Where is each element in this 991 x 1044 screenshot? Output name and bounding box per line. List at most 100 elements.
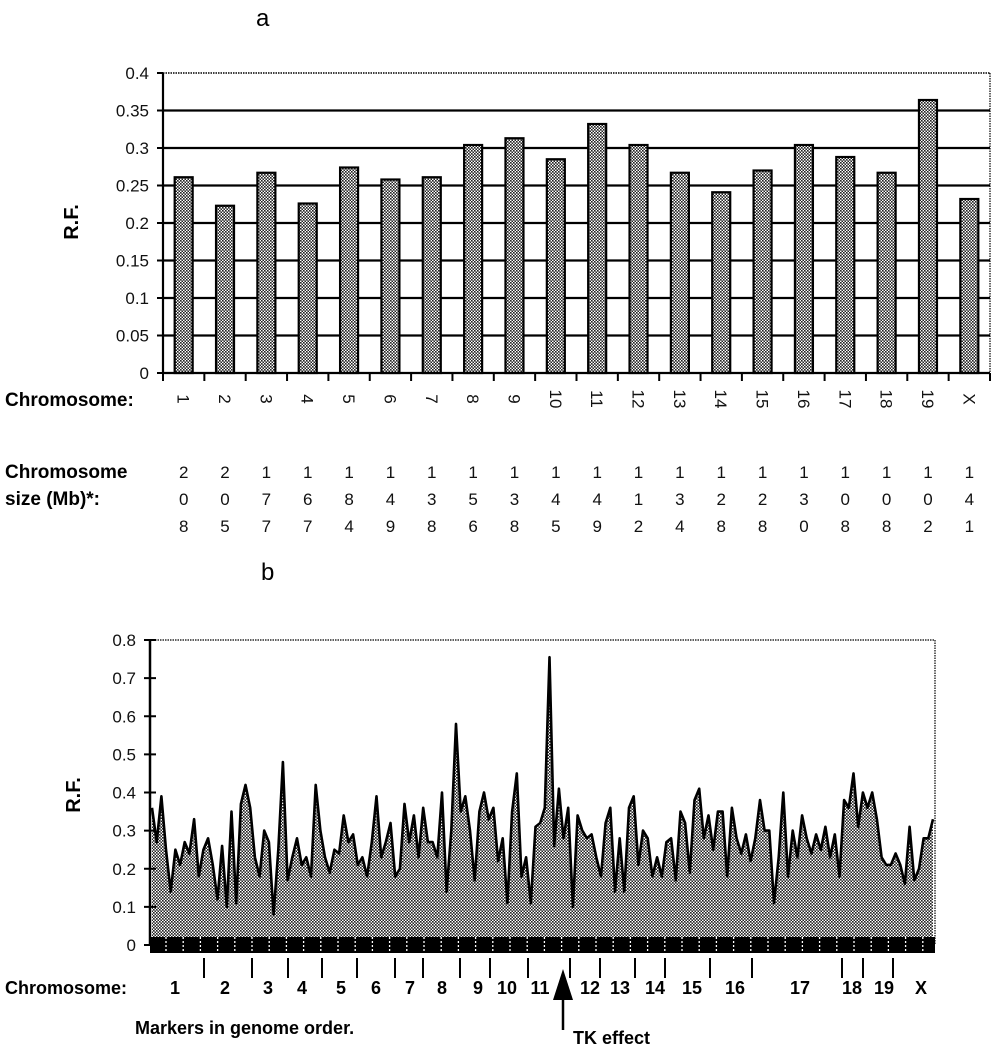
y-tick-label: 0.5 <box>112 745 136 764</box>
x-tick-label: 9 <box>504 394 523 403</box>
y-tick-label: 0.1 <box>125 289 149 308</box>
panel-label-b: b <box>261 559 274 586</box>
chromosome-label: X <box>915 978 927 998</box>
bar-12 <box>628 143 649 375</box>
y-tick-label: 0.3 <box>125 139 149 158</box>
chromosome-labels-b: 1 2 3 4 5 6 7 8 9 10 11 12 13 14 15 16 17 18 19 X <box>170 978 927 998</box>
bar-5 <box>338 166 360 375</box>
y-tick-labels-a: 0 0.05 0.1 0.15 0.2 0.25 0.3 0.35 0.4 <box>116 64 149 383</box>
bar-18 <box>876 171 897 375</box>
x-tick-label: 17 <box>835 390 854 409</box>
chromosome-label: 12 <box>580 978 600 998</box>
chromosome-label: 1 <box>170 978 180 998</box>
tk-effect-annotation: TK effect <box>573 1028 650 1044</box>
tk-effect-arrow <box>553 969 573 1030</box>
y-tick-label: 0.8 <box>112 631 136 650</box>
x-tick-label: 10 <box>546 390 565 409</box>
chromosome-axis-label-b: Chromosome: <box>5 978 127 998</box>
bar-15 <box>752 169 773 375</box>
x-tick-label: X <box>959 393 978 404</box>
chromosome-label: 17 <box>790 978 810 998</box>
bar-4 <box>297 202 318 375</box>
x-tick-label: 2 <box>215 394 234 403</box>
chromosome-label: 19 <box>874 978 894 998</box>
bar-10 <box>545 158 566 375</box>
chromosome-label: 2 <box>220 978 230 998</box>
bar-X <box>959 197 980 375</box>
y-tick-label: 0.35 <box>116 102 149 121</box>
x-tick-label: 3 <box>256 394 275 403</box>
x-axis-label-a: Chromosome: <box>5 390 134 411</box>
panel-label-a: a <box>256 5 270 32</box>
x-tick-label: 14 <box>711 390 730 409</box>
chromosome-label: 9 <box>473 978 483 998</box>
y-tick-label: 0.25 <box>116 177 149 196</box>
x-tick-label: 5 <box>339 394 358 403</box>
x-tick-label: 12 <box>629 390 648 409</box>
chart-b: b R.F. 0 0.1 0.2 0.3 0.4 0.5 0.6 0.7 0.8 Chromos… <box>5 559 936 1044</box>
bar-19 <box>917 98 939 375</box>
bar-9 <box>504 137 525 375</box>
chromosome-size-labels: 2 0 8 2 0 5 1 7 7 1 6 7 1 8 4 1 4 9 1 3 8 1 5 6 1 3 8 1 4 5 1 4 9 1 1 2 1 3 4 1… <box>179 463 974 536</box>
chromosome-label: 13 <box>610 978 630 998</box>
x-tick-label: 8 <box>463 394 482 403</box>
x-tick-label: 6 <box>380 394 399 403</box>
marker-squares <box>150 937 935 953</box>
marker-band <box>150 937 935 953</box>
series-line <box>150 655 935 916</box>
x-tick-label: 7 <box>422 394 441 403</box>
bar-6 <box>380 178 401 375</box>
chromosome-label: 14 <box>645 978 665 998</box>
x-tick-labels-a: 1 2 3 4 5 6 7 8 9 10 11 12 13 14 15 16 17 18 19 X <box>174 390 979 409</box>
bar-16 <box>793 143 815 375</box>
x-tick-label: 4 <box>298 394 317 403</box>
y-tick-labels-b: 0 0.1 0.2 0.3 0.4 0.5 0.6 0.7 0.8 <box>112 631 136 955</box>
chromosome-label: 11 <box>530 978 549 998</box>
bar-1 <box>173 176 194 375</box>
chromosome-label: 6 <box>371 978 381 998</box>
y-tick-label: 0 <box>127 936 136 955</box>
chromosome-label: 15 <box>682 978 702 998</box>
x-tick-label: 15 <box>753 390 772 409</box>
y-axis-label-b: R.F. <box>63 777 85 813</box>
bar-2 <box>214 204 236 375</box>
chromosome-label: 4 <box>297 978 307 998</box>
bar-3 <box>256 171 277 375</box>
y-tick-label: 0.2 <box>125 214 149 233</box>
x-tick-label: 16 <box>794 390 813 409</box>
y-tick-label: 0.4 <box>125 64 149 83</box>
y-tick-label: 0.2 <box>112 860 136 879</box>
chromosome-label: 3 <box>263 978 273 998</box>
y-tick-label: 0.05 <box>116 327 149 346</box>
gridlines-a <box>163 109 990 337</box>
bar-8 <box>463 143 484 375</box>
chromosome-label: 10 <box>497 978 517 998</box>
